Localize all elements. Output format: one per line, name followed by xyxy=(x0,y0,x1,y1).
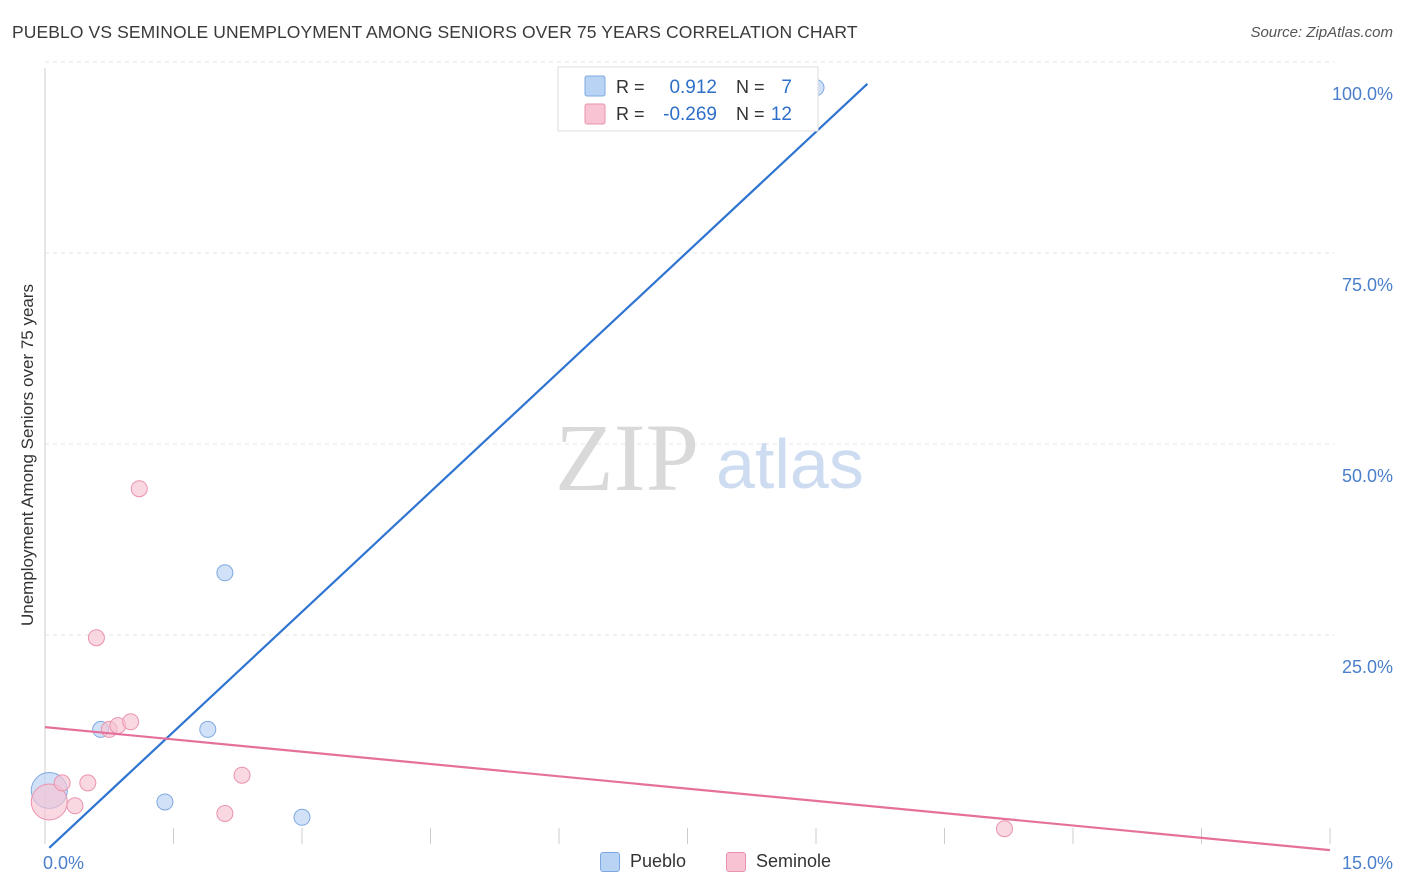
pueblo-point xyxy=(293,808,311,826)
grid xyxy=(45,61,1335,636)
y-tick-label: 100.0% xyxy=(1332,84,1393,104)
source-label: Source: ZipAtlas.com xyxy=(1250,24,1393,41)
pueblo-swatch xyxy=(600,851,620,872)
legend-r-value-pueblo: 0.912 xyxy=(669,77,717,98)
legend-n-label-seminole: N = xyxy=(736,104,765,124)
seminole-point xyxy=(87,629,105,647)
tick-labels: 25.0% 50.0% 75.0% 100.0% 0.0% 15.0% xyxy=(43,84,1393,873)
pueblo-point xyxy=(156,793,174,811)
pueblo-point xyxy=(216,564,234,582)
legend-swatch-seminole xyxy=(584,103,606,125)
seminole-point xyxy=(53,774,71,792)
seminole-trend-line xyxy=(44,726,1331,852)
y-tick-label: 25.0% xyxy=(1342,657,1393,677)
seminole-point xyxy=(79,774,97,792)
seminole-point xyxy=(130,480,148,498)
axes xyxy=(44,68,1331,844)
trend-lines xyxy=(44,83,1331,852)
pueblo-trend-line xyxy=(48,83,869,849)
legend-n-value-seminole: 12 xyxy=(771,104,792,125)
chart-title: PUEBLO VS SEMINOLE UNEMPLOYMENT AMONG SE… xyxy=(12,22,858,42)
legend-r-label-seminole: R = xyxy=(616,104,645,124)
seminole-point xyxy=(995,820,1013,838)
seminole-point xyxy=(122,713,140,731)
seminole-point xyxy=(233,766,251,784)
legend-label-pueblo: Pueblo xyxy=(630,851,687,871)
seminole-point xyxy=(216,804,234,822)
x-tick-label: 0.0% xyxy=(43,853,84,873)
watermark-zip: ZIP xyxy=(555,404,699,511)
seminole-point xyxy=(30,783,68,821)
y-tick-label: 75.0% xyxy=(1342,275,1393,295)
watermark-atlas: atlas xyxy=(716,425,864,503)
legend-n-label-pueblo: N = xyxy=(736,77,765,97)
legend-bottom: Pueblo Seminole xyxy=(0,851,1406,879)
y-tick-label: 50.0% xyxy=(1342,466,1393,486)
legend-item-pueblo[interactable]: Pueblo xyxy=(600,851,686,872)
seminole-swatch xyxy=(726,851,746,872)
legend-r-value-seminole: -0.269 xyxy=(663,104,717,125)
legend-r-label-pueblo: R = xyxy=(616,77,645,97)
legend-label-seminole: Seminole xyxy=(756,851,832,871)
pueblo-point xyxy=(199,720,217,738)
x-tick-label: 15.0% xyxy=(1342,853,1393,873)
data-points xyxy=(30,79,1013,838)
legend-item-seminole[interactable]: Seminole xyxy=(726,851,831,872)
watermark: ZIP atlas xyxy=(555,404,864,511)
legend-top: R = 0.912 N = 7 R = -0.269 N = 12 xyxy=(557,66,819,132)
legend-n-value-pueblo: 7 xyxy=(781,77,792,98)
seminole-point xyxy=(66,797,84,815)
legend-swatch-pueblo xyxy=(584,75,606,97)
